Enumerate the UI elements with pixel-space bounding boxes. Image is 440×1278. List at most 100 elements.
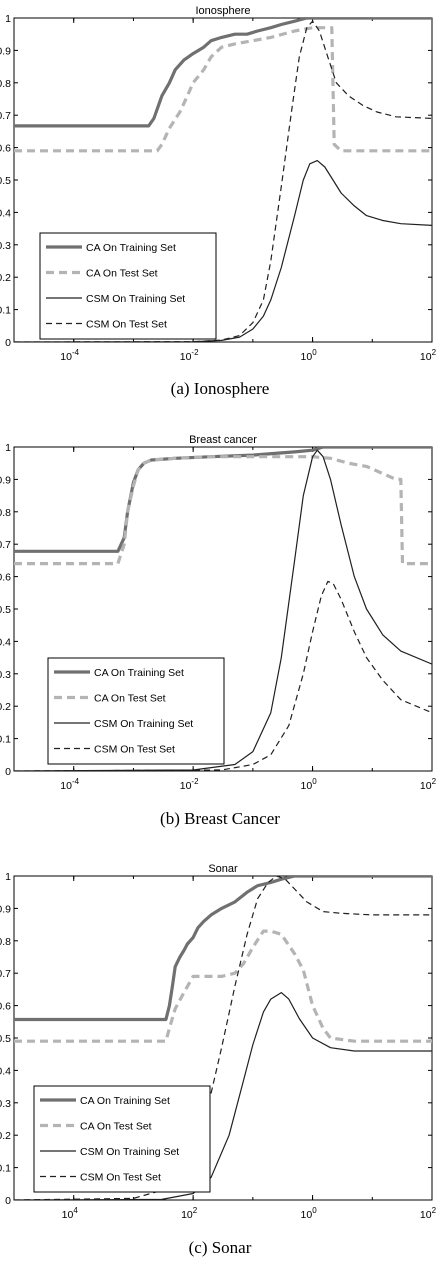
x-tick-exponent: 0 [312,777,317,786]
legend-label-3: CSM On Training Set [94,718,193,730]
chart-title: Sonar [208,863,238,875]
y-tick-label: 0.7 [0,968,11,980]
series-line-3 [14,449,432,771]
y-tick-label: 0.7 [0,110,11,122]
y-tick-label: 0.4 [0,207,11,219]
y-tick-label: 0 [5,337,11,349]
series-line-1 [14,18,432,128]
y-tick-label: 0.3 [0,1098,11,1110]
x-tick-label: 102 [420,777,437,792]
y-tick-label: 0 [5,766,11,778]
x-tick-label: 102 [420,348,437,363]
x-tick-base: 10 [60,780,72,792]
y-tick-label: 0.1 [0,1163,11,1175]
x-tick-label: 10-4 [60,777,79,792]
x-tick-label: 10-2 [180,777,199,792]
series-line-4 [14,580,432,771]
figure-caption: (c) Sonar [189,1238,252,1257]
legend-box [47,657,225,765]
x-tick-exponent: -2 [191,348,199,357]
x-tick-exponent: 0 [312,348,317,357]
x-tick-base: 10 [180,780,192,792]
x-tick-label: 10-2 [180,348,199,363]
legend-label-2: CA On Test Set [86,268,158,280]
x-tick-base: 10 [301,351,313,363]
legend-label-1: CA On Training Set [94,667,184,679]
legend-box [39,232,217,340]
y-tick-label: 0.2 [0,701,11,713]
series-line-2 [14,455,432,566]
y-tick-label: 0.9 [0,45,11,57]
x-tick-base: 10 [301,780,313,792]
x-tick-base: 10 [420,780,432,792]
x-tick-base: 10 [420,1209,432,1221]
chart-title: Breast cancer [189,434,257,446]
y-tick-label: 0.5 [0,604,11,616]
series-line-4 [14,20,432,342]
x-tick-label: 104 [62,1206,79,1221]
legend: CA On Training Set CA On Test Set CSM On T… [39,232,217,340]
y-tick-label: 0.6 [0,1001,11,1013]
x-tick-label: 102 [420,1206,437,1221]
y-tick-label: 1 [5,13,11,25]
series-line-1 [14,876,432,1022]
x-tick-label: 102 [181,1206,198,1221]
y-tick-label: 0.4 [0,636,11,648]
legend-label-3: CSM On Training Set [80,1146,179,1158]
legend-label-4: CSM On Test Set [80,1172,161,1184]
y-tick-label: 0.9 [0,474,11,486]
series-line-1 [14,447,432,553]
legend: CA On Training Set CA On Test Set CSM On T… [47,657,225,765]
x-tick-exponent: 0 [312,1206,317,1215]
legend-label-2: CA On Test Set [94,693,166,705]
y-tick-label: 0.9 [0,903,11,915]
y-tick-label: 0.1 [0,734,11,746]
x-tick-exponent: 2 [432,348,437,357]
x-tick-label: 10-4 [60,348,79,363]
legend-label-4: CSM On Test Set [86,319,167,331]
y-tick-label: 0.2 [0,272,11,284]
y-tick-label: 0.1 [0,305,11,317]
y-tick-label: 0.5 [0,1033,11,1045]
y-tick-label: 0.2 [0,1130,11,1142]
legend: CA On Training Set CA On Test Set CSM On T… [33,1085,211,1193]
legend-label-4: CSM On Test Set [94,744,175,756]
x-tick-exponent: 2 [432,1206,437,1215]
y-tick-label: 0.8 [0,507,11,519]
y-tick-label: 0.8 [0,936,11,948]
legend-box [33,1085,211,1193]
series-group [14,447,432,771]
y-tick-label: 1 [5,442,11,454]
x-tick-exponent: -2 [191,777,199,786]
x-tick-base: 10 [301,1209,313,1221]
legend-label-1: CA On Training Set [86,242,176,254]
series-group [14,18,432,342]
series-line-2 [14,26,432,153]
x-tick-base: 10 [62,1209,74,1221]
chart-panel-1: Ionosphere 0 0.1 0.2 0.3 0.4 0.5 0.6 0.7 0.8 0.9 1 1… [0,5,437,398]
x-tick-label: 100 [301,777,318,792]
x-tick-base: 10 [180,351,192,363]
chart-panel-2: Breast cancer 0 0.1 0.2 0.3 0.4 0.5 0.6 0.7 0.8 0.… [0,434,437,828]
x-tick-base: 10 [420,351,432,363]
chart-panel-3: Sonar00.10.20.30.40.50.60.70.80.91104102… [0,863,437,1257]
y-tick-label: 0.3 [0,240,11,252]
x-tick-label: 100 [301,348,318,363]
x-tick-exponent: -4 [72,777,80,786]
x-tick-label: 100 [301,1206,318,1221]
chart-title: Ionosphere [195,5,250,17]
y-tick-label: 0.5 [0,175,11,187]
y-tick-label: 1 [5,871,11,883]
x-tick-base: 10 [181,1209,193,1221]
y-tick-label: 0.6 [0,572,11,584]
figure-caption: (a) Ionosphere [171,379,270,398]
x-tick-exponent: 4 [73,1206,78,1215]
legend-label-1: CA On Training Set [80,1095,170,1107]
x-tick-exponent: -4 [72,348,80,357]
x-tick-exponent: 2 [432,777,437,786]
y-tick-label: 0.7 [0,539,11,551]
y-tick-label: 0.6 [0,143,11,155]
series-line-3 [14,160,432,342]
legend-label-2: CA On Test Set [80,1121,152,1133]
x-tick-exponent: 2 [193,1206,198,1215]
